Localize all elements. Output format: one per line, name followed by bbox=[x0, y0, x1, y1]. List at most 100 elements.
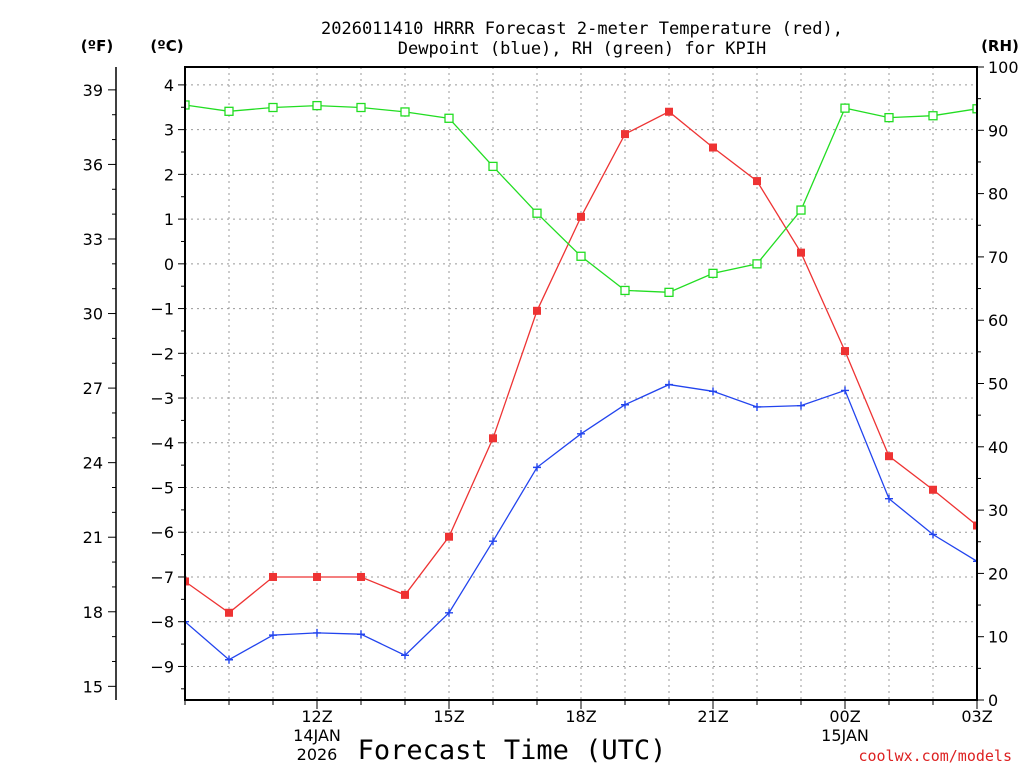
dewpoint-point bbox=[185, 617, 189, 626]
rh-tick-label: 10 bbox=[988, 628, 1008, 647]
source-credit: coolwx.com/models bbox=[858, 747, 1012, 765]
dewpoint-line bbox=[185, 383, 977, 661]
temperature-line bbox=[185, 110, 977, 614]
temperature-point bbox=[797, 248, 805, 257]
fahrenheit-tick-label: 27 bbox=[83, 379, 103, 398]
rh-tick-label: 100 bbox=[988, 58, 1019, 77]
celsius-tick-label: 0 bbox=[164, 255, 174, 274]
rh-point bbox=[400, 107, 410, 117]
temperature-point bbox=[1017, 555, 1024, 563]
rh-tick-label: 60 bbox=[988, 311, 1008, 330]
rh-point bbox=[356, 102, 366, 113]
chart-title-line1: 2026011410 HRRR Forecast 2-meter Tempera… bbox=[321, 19, 843, 39]
x-tick-label: 03Z bbox=[961, 707, 992, 726]
dewpoint-point bbox=[489, 537, 497, 546]
dewpoint-point bbox=[225, 655, 233, 664]
x-axis-title: Forecast Time (UTC) bbox=[358, 735, 667, 766]
rh-point bbox=[708, 268, 718, 279]
temperature-point bbox=[401, 590, 409, 599]
celsius-tick-label: −1 bbox=[150, 300, 174, 319]
temperature-point bbox=[445, 532, 453, 541]
dewpoint-point bbox=[929, 530, 937, 539]
rh-tick-label: 20 bbox=[988, 564, 1008, 583]
rh-tick-label: 30 bbox=[988, 501, 1008, 520]
celsius-tick-label: 3 bbox=[164, 121, 174, 140]
rh-point bbox=[1017, 100, 1024, 108]
rh-tick-label: 90 bbox=[988, 121, 1008, 140]
fahrenheit-tick-label: 21 bbox=[83, 528, 103, 547]
rh-point bbox=[884, 112, 894, 123]
dewpoint-point bbox=[665, 380, 673, 389]
temperature-point bbox=[357, 572, 365, 581]
dewpoint-point bbox=[973, 557, 977, 566]
dewpoint-point bbox=[357, 630, 365, 639]
temperature-point bbox=[269, 572, 277, 581]
chart-title-line2: Dewpoint (blue), RH (green) for KPIH bbox=[398, 39, 766, 59]
dewpoint-point bbox=[269, 631, 277, 640]
x-tick-year-label: 2026 bbox=[297, 745, 338, 764]
celsius-tick-label: −3 bbox=[150, 389, 174, 408]
dewpoint-point bbox=[313, 628, 321, 637]
celsius-tick-label: −4 bbox=[150, 434, 174, 453]
dewpoint-point bbox=[709, 387, 717, 396]
rh-point bbox=[928, 111, 938, 121]
temperature-point bbox=[621, 130, 629, 139]
dewpoint-point bbox=[1017, 582, 1024, 590]
temperature-point bbox=[885, 452, 893, 461]
axes-layer: 43210−1−2−3−4−5−6−7−8−939363330272421181… bbox=[83, 58, 1019, 764]
celsius-tick-label: −8 bbox=[150, 613, 174, 632]
temperature-point bbox=[841, 347, 849, 356]
rh-tick-label: 40 bbox=[988, 438, 1008, 457]
rh-point bbox=[752, 259, 762, 269]
rh-point bbox=[268, 102, 278, 113]
temperature-point bbox=[973, 521, 977, 530]
x-tick-date-label: 15JAN bbox=[821, 726, 869, 745]
fahrenheit-tick-label: 30 bbox=[83, 305, 103, 324]
celsius-tick-label: −6 bbox=[150, 523, 174, 542]
x-tick-label: 18Z bbox=[565, 707, 596, 726]
temperature-point bbox=[313, 572, 321, 581]
rh-tick-label: 80 bbox=[988, 185, 1008, 204]
celsius-tick-label: −7 bbox=[150, 568, 174, 587]
dewpoint-point bbox=[753, 402, 761, 411]
celsius-tick-label: 2 bbox=[164, 165, 174, 184]
series-layer bbox=[185, 100, 1024, 664]
rh-tick-label: 70 bbox=[988, 248, 1008, 267]
rh-unit-label: (RH) bbox=[981, 37, 1019, 55]
temperature-point bbox=[185, 577, 189, 586]
fahrenheit-unit-label: (ºF) bbox=[81, 37, 113, 55]
dewpoint-point bbox=[445, 608, 453, 617]
dewpoint-point bbox=[533, 463, 541, 472]
celsius-tick-label: −9 bbox=[150, 657, 174, 676]
dewpoint-point bbox=[841, 386, 849, 395]
rh-point bbox=[185, 100, 190, 110]
rh-point bbox=[532, 208, 542, 218]
temperature-point bbox=[577, 212, 585, 221]
x-tick-label: 00Z bbox=[829, 707, 860, 726]
fahrenheit-tick-label: 33 bbox=[83, 230, 103, 249]
celsius-tick-label: 1 bbox=[164, 210, 174, 229]
celsius-tick-label: −5 bbox=[150, 479, 174, 498]
dewpoint-point bbox=[577, 429, 585, 438]
series-clip-group bbox=[185, 100, 1024, 664]
temperature-point bbox=[665, 107, 673, 116]
temperature-point bbox=[489, 434, 497, 443]
temperature-point bbox=[753, 177, 761, 186]
dewpoint-point bbox=[797, 401, 805, 410]
rh-point bbox=[444, 113, 454, 123]
x-tick-label: 15Z bbox=[433, 707, 464, 726]
rh-point bbox=[488, 161, 498, 172]
dewpoint-point bbox=[401, 651, 409, 660]
fahrenheit-tick-label: 24 bbox=[83, 454, 103, 473]
temperature-point bbox=[225, 608, 233, 617]
fahrenheit-tick-label: 39 bbox=[83, 81, 103, 100]
temperature-point bbox=[929, 485, 937, 494]
rh-point bbox=[796, 205, 806, 215]
fahrenheit-tick-label: 15 bbox=[83, 677, 103, 696]
fahrenheit-tick-label: 36 bbox=[83, 155, 103, 174]
dewpoint-point bbox=[885, 494, 893, 503]
celsius-tick-label: −2 bbox=[150, 344, 174, 363]
dewpoint-point bbox=[621, 400, 629, 409]
rh-point bbox=[312, 100, 322, 111]
